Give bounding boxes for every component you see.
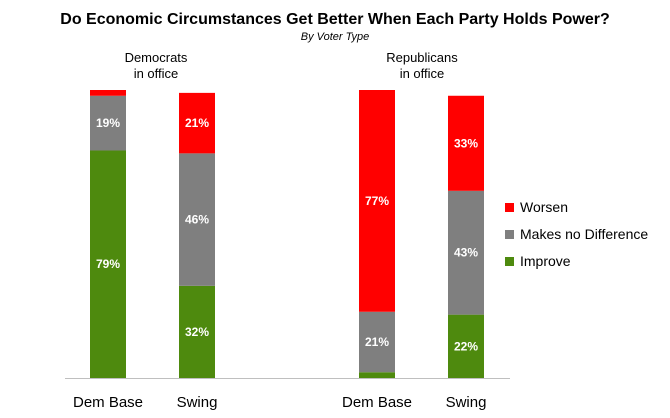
group-label: in office (134, 66, 179, 81)
legend-swatch (505, 203, 514, 212)
group-label: Democrats (125, 50, 188, 65)
group-label: Republicans (386, 50, 458, 65)
bar-segment (359, 311, 395, 373)
data-label: 79% (96, 257, 120, 271)
bar-segment (359, 372, 395, 378)
category-label: Dem Base (342, 394, 412, 411)
legend-label: Worsen (520, 199, 568, 215)
data-label: 32% (185, 325, 209, 339)
category-label: Swing (446, 394, 487, 411)
bar-segment (90, 150, 126, 378)
chart-title: Do Economic Circumstances Get Better Whe… (60, 11, 609, 28)
data-label: 21% (185, 116, 209, 130)
category-label: Swing (177, 394, 218, 411)
bar-segment (448, 95, 484, 191)
bar-segment (90, 90, 126, 96)
data-label: 77% (365, 194, 389, 208)
chart-subtitle: By Voter Type (301, 31, 369, 43)
legend-swatch (505, 257, 514, 266)
data-label: 33% (454, 136, 478, 150)
category-label: Dem Base (73, 394, 143, 411)
bar-segment (448, 314, 484, 378)
bar-segment (179, 92, 215, 154)
legend-label: Makes no Difference (520, 226, 648, 242)
bar-segment (359, 90, 395, 312)
bars: 79% 19% 32% 46% 21% 21% 77% 22% 43% 33% (90, 90, 484, 378)
data-label: 43% (454, 246, 478, 260)
data-label: 22% (454, 339, 478, 353)
legend-label: Improve (520, 253, 571, 269)
data-label: 21% (365, 335, 389, 349)
bar-segment (179, 153, 215, 286)
group-label: in office (400, 66, 445, 81)
data-label: 19% (96, 116, 120, 130)
category-labels: Dem Base Swing Dem Base Swing (73, 394, 486, 411)
legend-swatch (505, 230, 514, 239)
legend: Worsen Makes no Difference Improve (505, 199, 648, 269)
bar-segment (448, 190, 484, 315)
bar-segment (90, 95, 126, 151)
data-label: 46% (185, 213, 209, 227)
bar-segment (179, 285, 215, 378)
